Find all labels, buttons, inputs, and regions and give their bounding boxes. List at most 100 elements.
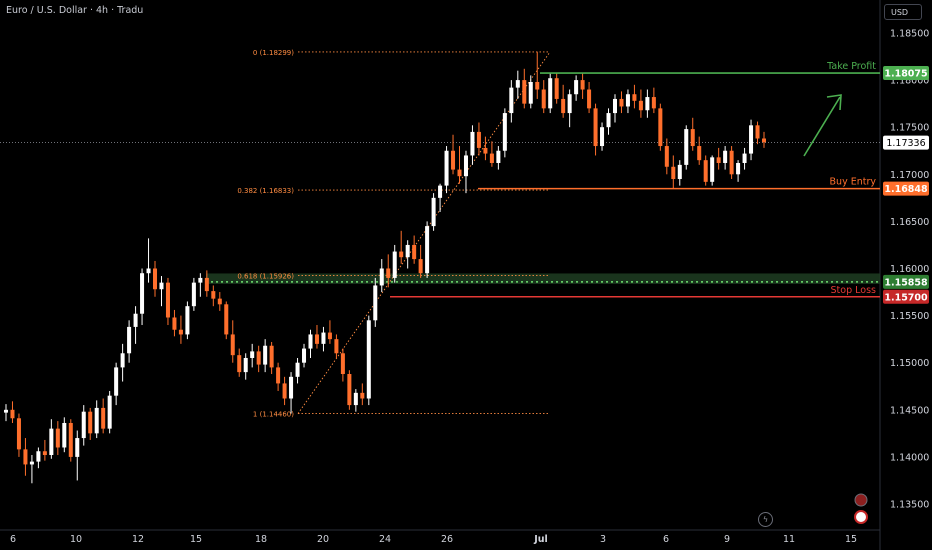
x-tick-label: 18 [255,534,267,545]
candle-body [502,113,507,151]
candle-body [593,108,598,147]
candle-body [114,367,119,396]
price-badge [883,274,929,289]
x-tick-label: 12 [132,534,144,545]
price-badge [883,66,929,81]
candle-body [321,332,326,344]
candle-body [522,80,527,104]
candle-body [703,160,708,182]
candle-body [237,355,242,373]
y-tick-label: 1.18500 [890,29,929,40]
candle-body [243,357,248,373]
candle-body [360,392,365,399]
y-tick-label: 1.14500 [890,405,929,416]
snapshot-icon [854,510,868,524]
candle-body [68,422,73,457]
support-zone [206,273,880,284]
candle-body [178,329,183,335]
x-tick-label: 15 [190,534,202,545]
candle-body [619,98,624,107]
candle-body [276,367,281,384]
candle-body [81,411,86,439]
candle-body [580,80,585,90]
price-badge-label: 1.16848 [884,184,928,195]
candle-body [554,78,559,99]
candle-body [55,428,60,448]
candle-body [638,100,643,111]
candle-body [535,81,540,90]
y-tick-label: 1.16000 [890,264,929,275]
candle-body [690,129,695,147]
candle-body [29,461,34,465]
x-tick-label: 3 [600,534,606,545]
candle-body [23,449,28,465]
candle-body [379,268,384,286]
candle-body [217,298,222,305]
candle-body [185,306,190,335]
stop-loss-label: Stop Loss [831,285,877,296]
candle-body [761,138,767,143]
candle-body [697,146,702,161]
candle-body [295,362,300,377]
projection-arrow-line [803,96,841,157]
candle-body [457,169,462,177]
candle-body [723,150,728,163]
y-tick-label: 1.18000 [890,76,929,87]
candle-body [509,87,514,114]
take-profit-label: Take Profit [826,61,876,72]
candle-body [451,150,456,170]
candle-body [425,226,430,274]
candle-body [561,98,566,114]
buy-entry-label: Buy Entry [830,177,877,188]
candle-body [172,317,177,330]
currency-button[interactable]: USD [884,4,922,20]
candle-body [16,418,21,450]
candle-body [645,97,650,111]
x-tick-label: 10 [70,534,82,545]
y-tick-label: 1.15000 [890,358,929,369]
candle-body [120,353,125,368]
candle-body [632,94,637,101]
candle-body [574,80,579,95]
fib-level-label: 1 (1.14460) [253,411,294,419]
price-badge [883,135,929,150]
x-tick-label: 6 [10,534,16,545]
candle-body [36,451,41,462]
candle-body [515,80,520,88]
candle-body [269,345,274,368]
candle-body [153,268,158,290]
candle-body [366,320,371,399]
candle-body [600,127,605,147]
price-badge [883,181,929,196]
fib-level-label: 0.382 (1.16833) [237,187,294,195]
candle-body [463,155,468,177]
candle-body [541,89,546,109]
candle-body [224,304,229,335]
candle-body [444,150,449,186]
candle-body [308,334,313,349]
lightning-icon[interactable]: ϟ [758,512,773,527]
x-tick-label: 6 [663,534,669,545]
x-tick-label: 20 [317,534,329,545]
candle-body [438,185,443,198]
candle-body [256,351,261,365]
candle-body [677,164,682,180]
candle-body [133,313,138,327]
candle-body [211,291,216,299]
candle-body [165,282,170,318]
candle-body [671,166,676,180]
candle-body [353,392,358,406]
candle-body [729,150,734,175]
candle-body [399,251,404,258]
candle-body [191,282,196,307]
x-tick-label: 15 [845,534,857,545]
candle-body [489,153,494,163]
candle-body [263,345,268,365]
x-tick-label: 9 [724,534,730,545]
fib-level-label: 0.618 (1.15926) [237,272,294,280]
candle-body [101,407,106,429]
candle-body [42,451,47,456]
arrow-head-icon [826,94,842,111]
candle-body [755,125,760,139]
